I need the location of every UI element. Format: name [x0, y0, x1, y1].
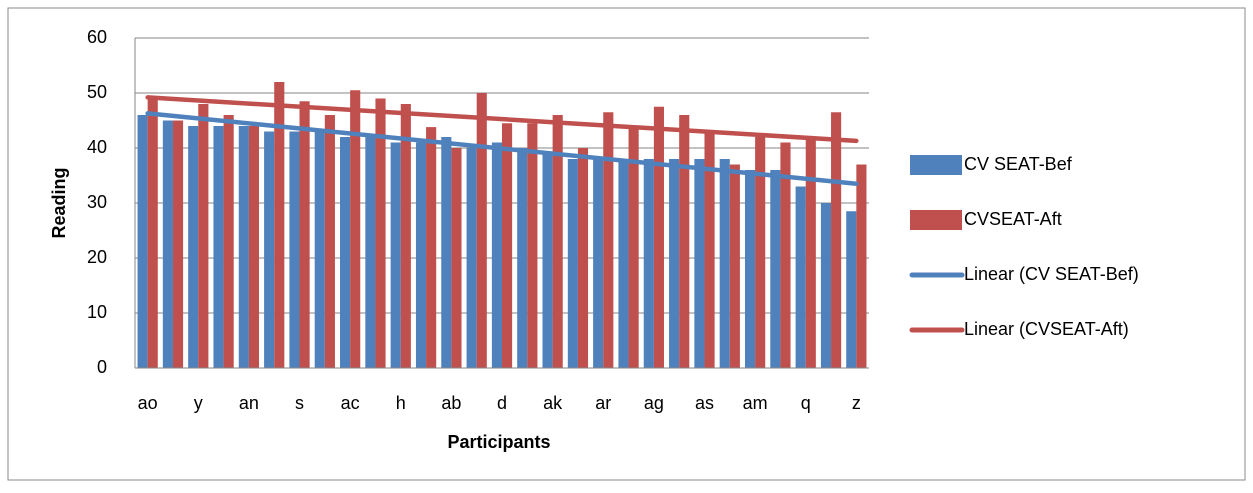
- x-tick-label: ak: [543, 393, 563, 413]
- bar: [264, 131, 275, 368]
- bar: [365, 137, 376, 368]
- bar: [517, 148, 528, 368]
- legend-label: Linear (CVSEAT-Aft): [964, 319, 1129, 339]
- bar: [831, 112, 842, 368]
- bar: [755, 137, 766, 368]
- x-tick-label: q: [801, 393, 811, 413]
- bar: [643, 159, 654, 368]
- bar: [238, 126, 249, 368]
- y-axis-title: Reading: [49, 167, 69, 238]
- bar: [248, 126, 260, 368]
- trend-line: [145, 111, 859, 186]
- x-tick-label: ab: [441, 393, 461, 413]
- trend-line: [145, 95, 859, 144]
- legend-label: Linear (CV SEAT-Bef): [964, 264, 1139, 284]
- legend-label: CV SEAT-Bef: [964, 154, 1073, 174]
- bar: [669, 159, 680, 368]
- x-tick-label: z: [852, 393, 861, 413]
- x-tick-label: ag: [644, 393, 664, 413]
- bar: [390, 142, 401, 368]
- bar: [527, 123, 538, 368]
- bar: [820, 203, 832, 368]
- bar: [137, 115, 148, 368]
- bar: [603, 112, 614, 368]
- bar: [846, 211, 857, 368]
- bar: [719, 159, 730, 368]
- bar: [400, 104, 411, 368]
- bar: [628, 128, 639, 368]
- x-tick-label: am: [743, 393, 768, 413]
- bar: [744, 170, 756, 368]
- bar: [805, 139, 816, 368]
- bar: [694, 159, 705, 368]
- bar: [350, 90, 361, 368]
- x-tick-label: ao: [138, 393, 158, 413]
- bar: [679, 115, 690, 368]
- bar: [188, 126, 199, 368]
- x-tick-label: h: [396, 393, 406, 413]
- bar: [147, 98, 158, 368]
- bar: [324, 115, 335, 368]
- bar: [593, 159, 604, 368]
- bar: [729, 164, 740, 368]
- bar: [289, 131, 300, 368]
- bar: [491, 142, 502, 368]
- bar: [476, 93, 487, 368]
- x-tick-label: as: [695, 393, 714, 413]
- x-tick-label: ar: [595, 393, 611, 413]
- x-tick-label: y: [194, 393, 203, 413]
- bar: [795, 186, 806, 368]
- bar: [162, 120, 173, 368]
- y-tick-label: 60: [87, 27, 107, 47]
- bar: [213, 126, 224, 368]
- bar: [502, 123, 513, 368]
- bar: [223, 115, 234, 368]
- bar: [780, 142, 791, 368]
- x-tick-label: ac: [341, 393, 360, 413]
- y-tick-label: 0: [97, 357, 107, 377]
- bar: [542, 153, 553, 368]
- y-tick-label: 30: [87, 192, 107, 212]
- x-tick-label: d: [497, 393, 507, 413]
- y-tick-label: 50: [87, 82, 107, 102]
- bar: [441, 137, 452, 368]
- bar: [577, 148, 589, 368]
- bar: [451, 148, 462, 368]
- y-tick-label: 40: [87, 137, 107, 157]
- bar: [375, 98, 386, 368]
- bar: [172, 120, 184, 368]
- bar: [274, 82, 285, 368]
- bar: [415, 142, 427, 368]
- bar: [198, 104, 209, 368]
- bar: [466, 148, 477, 368]
- bar: [552, 115, 563, 368]
- x-tick-label: s: [295, 393, 304, 413]
- bar: [856, 164, 867, 368]
- x-tick-label: an: [239, 393, 259, 413]
- bar: [314, 131, 325, 368]
- x-axis-title: Participants: [447, 432, 550, 452]
- bar: [299, 101, 310, 368]
- legend-swatch: [910, 155, 962, 175]
- bar: [653, 106, 664, 368]
- bar: [618, 159, 629, 368]
- y-tick-label: 10: [87, 302, 107, 322]
- bar: [770, 170, 781, 368]
- bar: [704, 131, 715, 368]
- bar: [340, 137, 351, 368]
- legend-label: CVSEAT-Aft: [964, 209, 1062, 229]
- legend-swatch: [910, 210, 962, 230]
- y-tick-label: 20: [87, 247, 107, 267]
- bar: [426, 127, 437, 368]
- bar: [567, 159, 578, 368]
